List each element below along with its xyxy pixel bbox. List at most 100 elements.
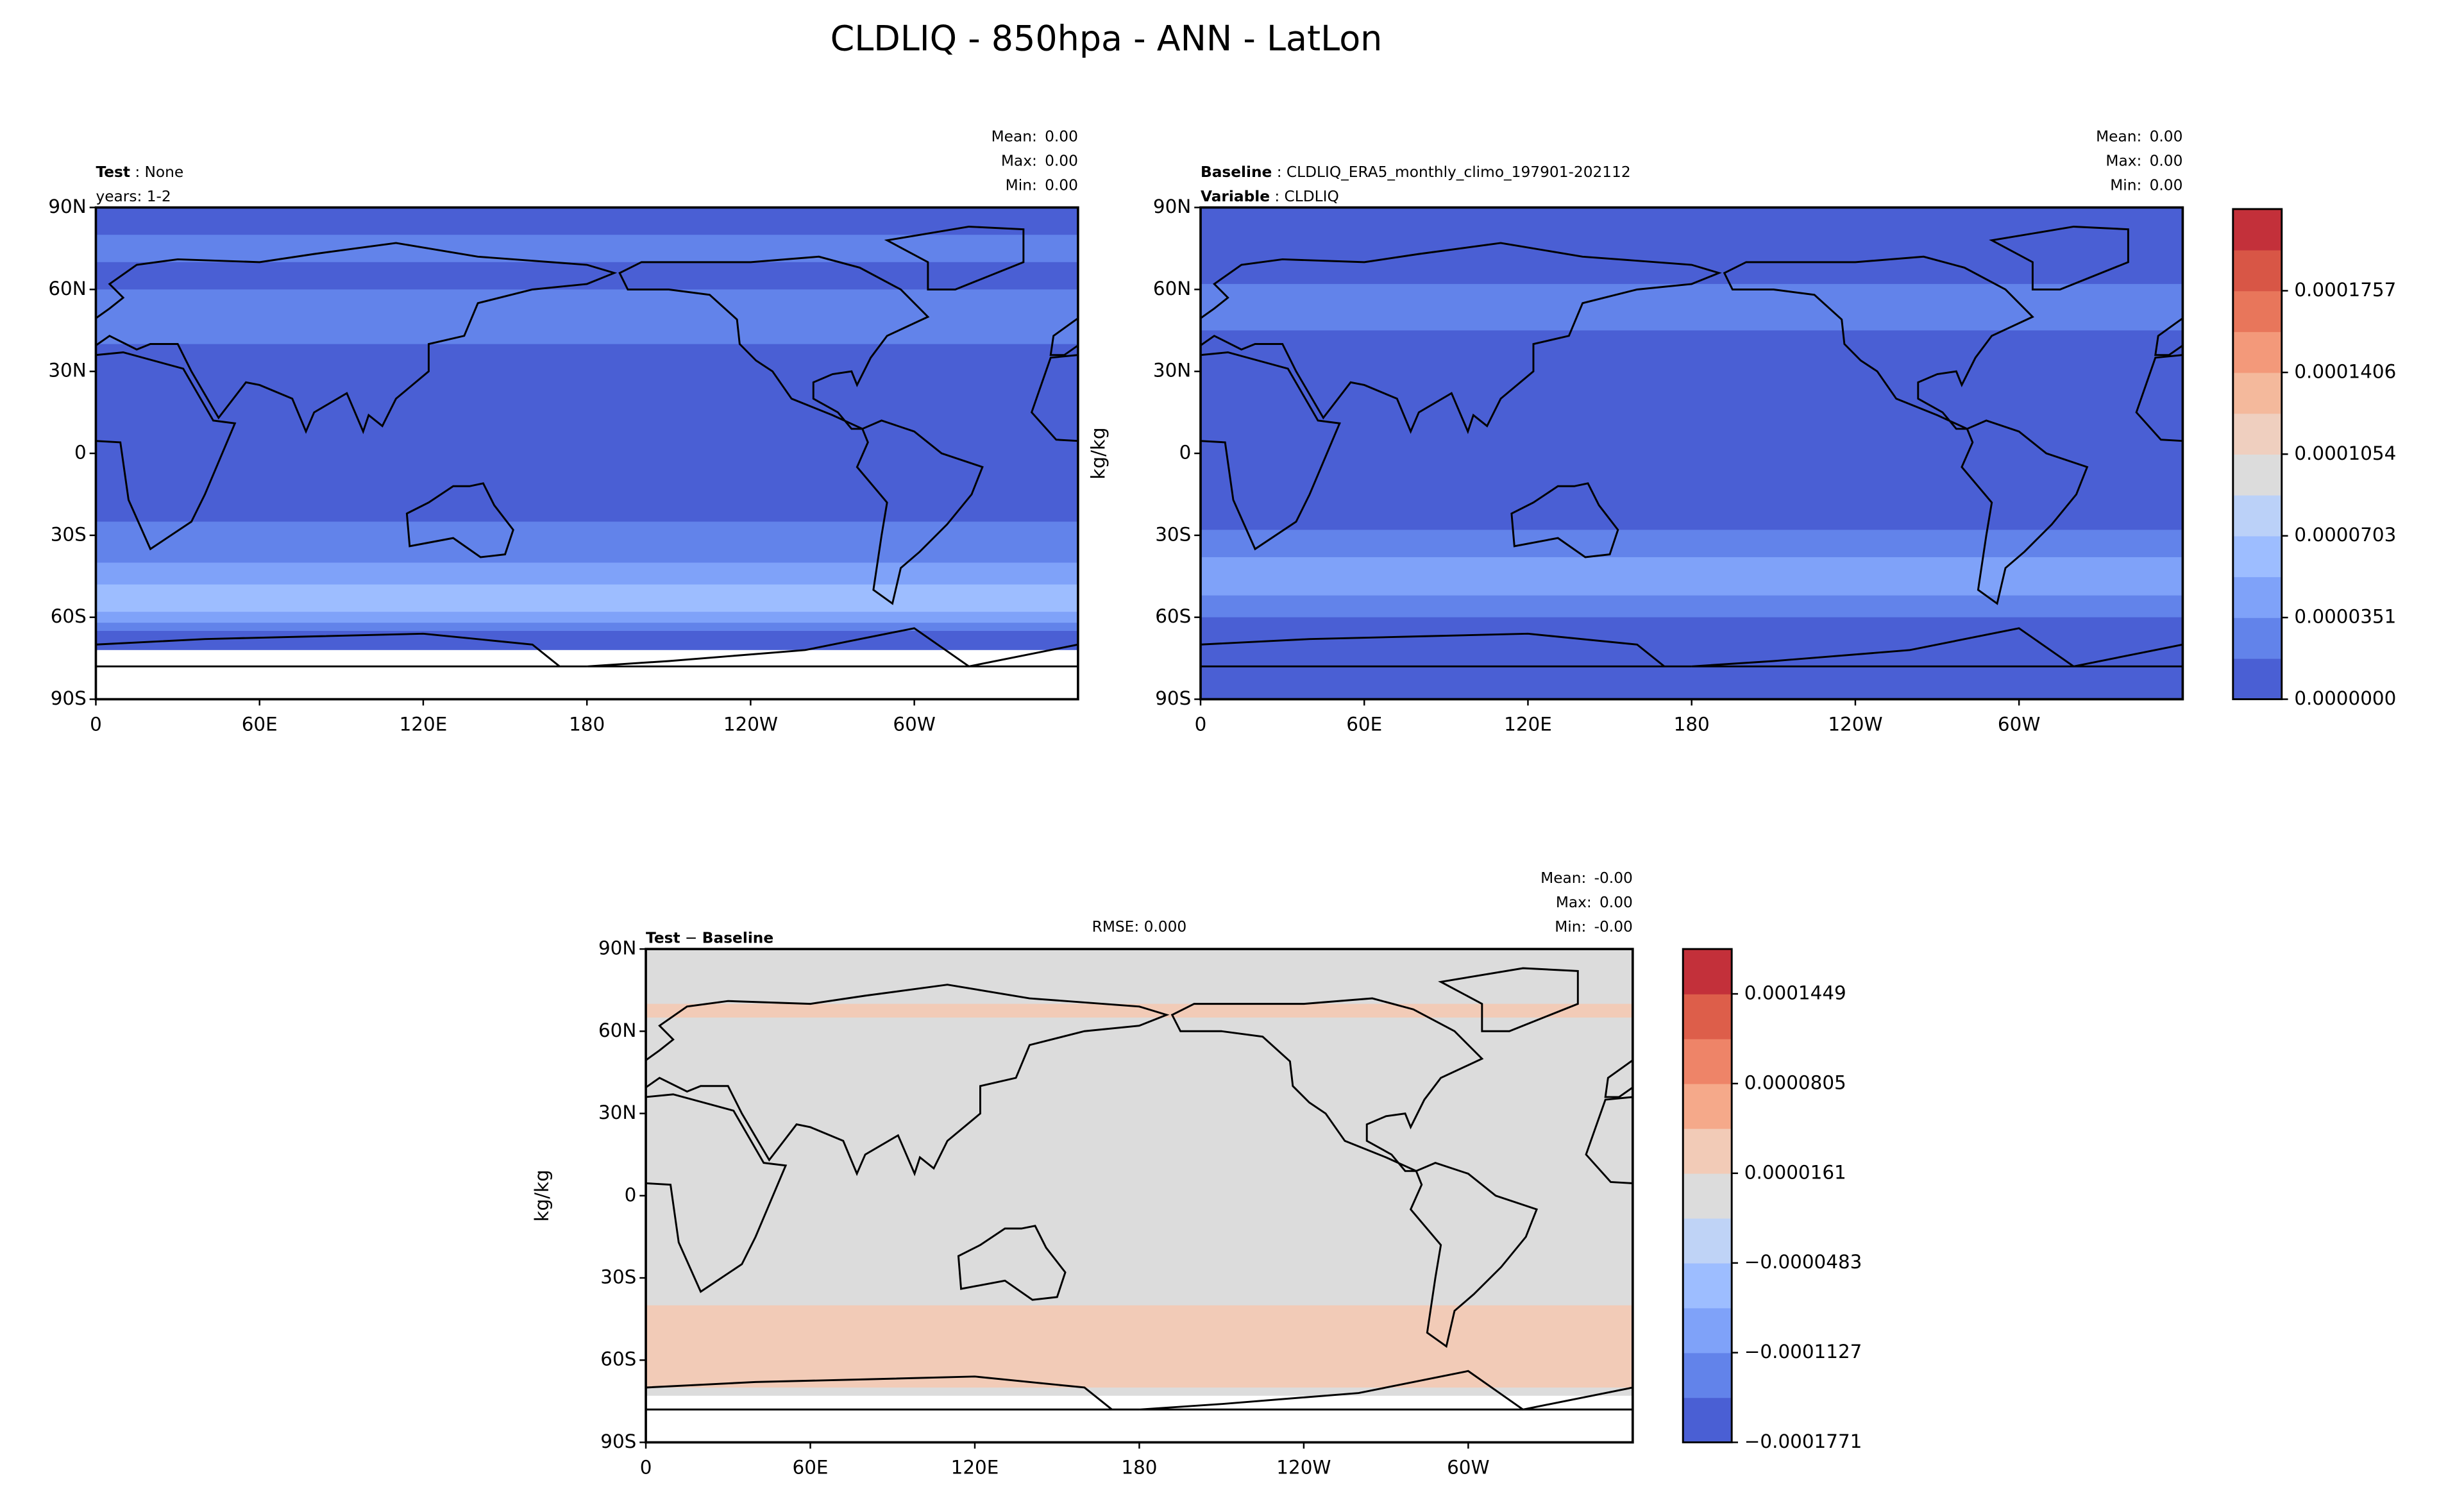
lat-tick-label: 90N: [598, 937, 636, 959]
lat-tick-label: 60S: [51, 605, 87, 627]
coastline: [856, 419, 984, 605]
stat-label: Mean:: [1540, 869, 1586, 887]
coastline: [1961, 419, 2089, 605]
coastline: [185, 998, 495, 1171]
lat-tick-label: 60N: [1153, 278, 1191, 299]
stat-label: Mean:: [992, 128, 1037, 146]
coastline: [1989, 226, 2129, 290]
coastline: [96, 242, 618, 435]
stat: Mean: 0.00: [2096, 128, 2182, 146]
lat-tick-label: 30S: [51, 523, 87, 545]
colorbar-level: [2232, 576, 2282, 618]
colorbar-tick-label: 0.0001406: [2294, 360, 2396, 382]
field-band: [96, 235, 1078, 262]
panel-header: Variable: CLDLIQ: [1201, 188, 1339, 205]
lon-tick-label: 60W: [893, 714, 935, 735]
colorbar-level: [2232, 658, 2282, 700]
lat-tick-label: 0: [625, 1184, 637, 1205]
lon-tick-label: 0: [640, 1456, 652, 1478]
colorbar-level: [1683, 1218, 1732, 1264]
lat-tick-label: 30N: [598, 1102, 636, 1123]
stat-value: -0.00: [1594, 918, 1633, 935]
stat-label: Min:: [1555, 918, 1586, 935]
header-part: :: [135, 164, 140, 181]
coastline: [884, 226, 1025, 290]
field-band: [646, 1003, 1633, 1018]
stat-value: 0.00: [2150, 153, 2183, 170]
units-label: kg/kg: [1088, 427, 1110, 479]
field-band: [646, 1305, 1633, 1388]
coastline: [1200, 242, 1722, 435]
lat-tick-label: 0: [1179, 442, 1192, 464]
coastline: [646, 984, 1170, 1177]
lon-tick-label: 120E: [1504, 714, 1552, 735]
field-background: [1200, 207, 2183, 700]
stat: Max: 0.00: [1001, 153, 1078, 170]
colorbar-tick-label: −0.0001771: [1744, 1430, 1862, 1452]
panel-header: Test − Baseline: [646, 929, 773, 946]
colorbar-frame: [1682, 948, 1733, 1443]
stat: Max: 0.00: [2105, 153, 2182, 170]
missing-region: [646, 1395, 1633, 1443]
coastline: [957, 1225, 1067, 1301]
header-part: Baseline: [702, 929, 773, 946]
colorbar-tick-label: 0.0000000: [2294, 687, 2396, 709]
lon-tick-label: 120W: [723, 714, 778, 735]
coastline: [1945, 1226, 2052, 1300]
colorbar-level: [1683, 949, 1732, 994]
field-band: [96, 584, 1078, 612]
colorbar-level: [1683, 1397, 1732, 1443]
stat: Min: 0.00: [1006, 177, 1078, 194]
stat-value: 0.00: [2150, 177, 2183, 194]
panel-header: years: 1-2: [96, 188, 171, 205]
stat: Min: 0.00: [2110, 177, 2182, 194]
lat-tick-label: 60S: [1155, 605, 1191, 627]
colorbar-tick-label: 0.0000161: [1744, 1161, 1846, 1183]
colorbar-tick-label: 0.0000351: [2294, 606, 2396, 628]
missing-region: [96, 650, 1078, 700]
coastline: [646, 1093, 788, 1293]
colorbar-level: [2232, 413, 2282, 455]
lat-tick-label: 30N: [48, 360, 86, 382]
lon-tick-label: 60E: [1346, 714, 1382, 735]
lat-tick-label: 90S: [51, 687, 87, 709]
coastline: [2154, 317, 2183, 357]
stat: Min: -0.00: [1555, 918, 1633, 935]
lat-tick-label: 30S: [600, 1266, 636, 1288]
rmse: RMSE: 0.000: [1092, 918, 1187, 935]
coastline: [1438, 967, 1579, 1032]
stat-value: 0.00: [1045, 128, 1078, 146]
stat: Max: 0.00: [1556, 894, 1633, 911]
colorbar-level: [1683, 1173, 1732, 1219]
header-part: CLDLIQ_ERA5_monthly_climo_197901-202112: [1287, 164, 1631, 181]
colorbar-level: [2232, 372, 2282, 414]
header-part: years: 1-2: [96, 188, 171, 205]
stat-value: 0.00: [2150, 128, 2183, 146]
map: [1200, 207, 2183, 700]
field-band: [96, 289, 1078, 344]
header-part: −: [685, 929, 698, 946]
coastline: [646, 1375, 1140, 1411]
stat: Mean: -0.00: [1540, 869, 1633, 887]
coastline: [1200, 632, 1692, 667]
lat-tick-label: 60S: [600, 1348, 636, 1370]
lon-tick-label: 60E: [793, 1456, 829, 1478]
coastline: [96, 351, 237, 551]
header-part: :: [1277, 164, 1282, 181]
lon-tick-label: 60W: [1447, 1456, 1489, 1478]
lat-tick-label: 90S: [1155, 687, 1191, 709]
lon-tick-label: 60E: [242, 714, 278, 735]
colorbar-tick-label: −0.0001127: [1744, 1341, 1862, 1363]
colorbar-level: [2232, 454, 2282, 496]
coastline: [1723, 255, 2034, 430]
coastline: [405, 482, 514, 558]
header-part: CLDLIQ: [1285, 188, 1339, 205]
stat-label: Max:: [2105, 153, 2141, 170]
lat-tick-label: 90N: [48, 196, 86, 217]
colorbar-level: [1683, 1083, 1732, 1129]
lat-tick-label: 30N: [1153, 360, 1191, 382]
stat-value: 0.00: [1045, 153, 1078, 170]
stat-label: Max:: [1556, 894, 1592, 911]
lon-tick-label: 120E: [400, 714, 448, 735]
